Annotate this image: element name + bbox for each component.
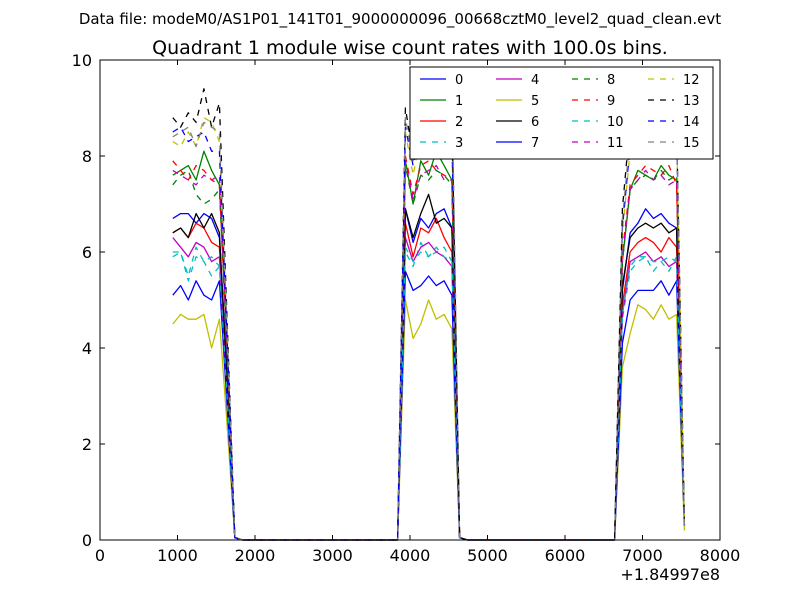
y-tick-label: 8 [82,147,92,166]
legend-label-14: 14 [683,115,700,130]
legend-label-5: 5 [531,94,539,109]
x-tick-label: 1000 [157,546,198,565]
legend-label-11: 11 [607,136,624,151]
series-line-6 [172,193,686,541]
suptitle: Data file: modeM0/AS1P01_141T01_90000000… [79,10,721,29]
legend-label-9: 9 [607,94,615,109]
x-tick-label: 0 [95,546,105,565]
x-tick-label: 2000 [235,546,276,565]
series-line-4 [172,236,686,541]
legend-label-12: 12 [683,73,700,88]
y-tick-label: 4 [82,339,92,358]
series-line-3 [172,241,686,541]
series-line-1 [172,150,686,541]
legend-label-6: 6 [531,115,539,130]
x-tick-label: 7000 [622,546,663,565]
series-line-5 [172,299,686,541]
y-tick-label: 0 [82,531,92,550]
y-tick-label: 2 [82,435,92,454]
series-line-9 [172,155,686,541]
legend-box [409,66,714,160]
legend-label-10: 10 [607,115,624,130]
x-tick-label: 4000 [390,546,431,565]
series-line-10 [172,246,686,541]
chart-title: Quadrant 1 module wise count rates with … [152,37,668,59]
legend-label-15: 15 [683,136,700,151]
x-tick-label: 6000 [545,546,586,565]
legend-label-2: 2 [455,115,463,130]
legend-label-13: 13 [683,94,700,109]
x-tick-label: 5000 [467,546,508,565]
series-line-0 [172,208,686,541]
x-tick-label: 3000 [312,546,353,565]
x-offset-label: +1.84997e8 [620,565,720,584]
series-line-7 [172,270,686,541]
series-line-11 [172,160,686,541]
legend-label-7: 7 [531,136,539,151]
legend-label-3: 3 [455,136,463,151]
legend-label-0: 0 [455,73,463,88]
series-line-2 [172,217,686,541]
y-tick-label: 10 [72,51,92,70]
y-tick-label: 6 [82,243,92,262]
legend-label-1: 1 [455,94,463,109]
x-tick-label: 8000 [700,546,741,565]
legend-label-8: 8 [607,73,615,88]
legend-label-4: 4 [531,73,539,88]
